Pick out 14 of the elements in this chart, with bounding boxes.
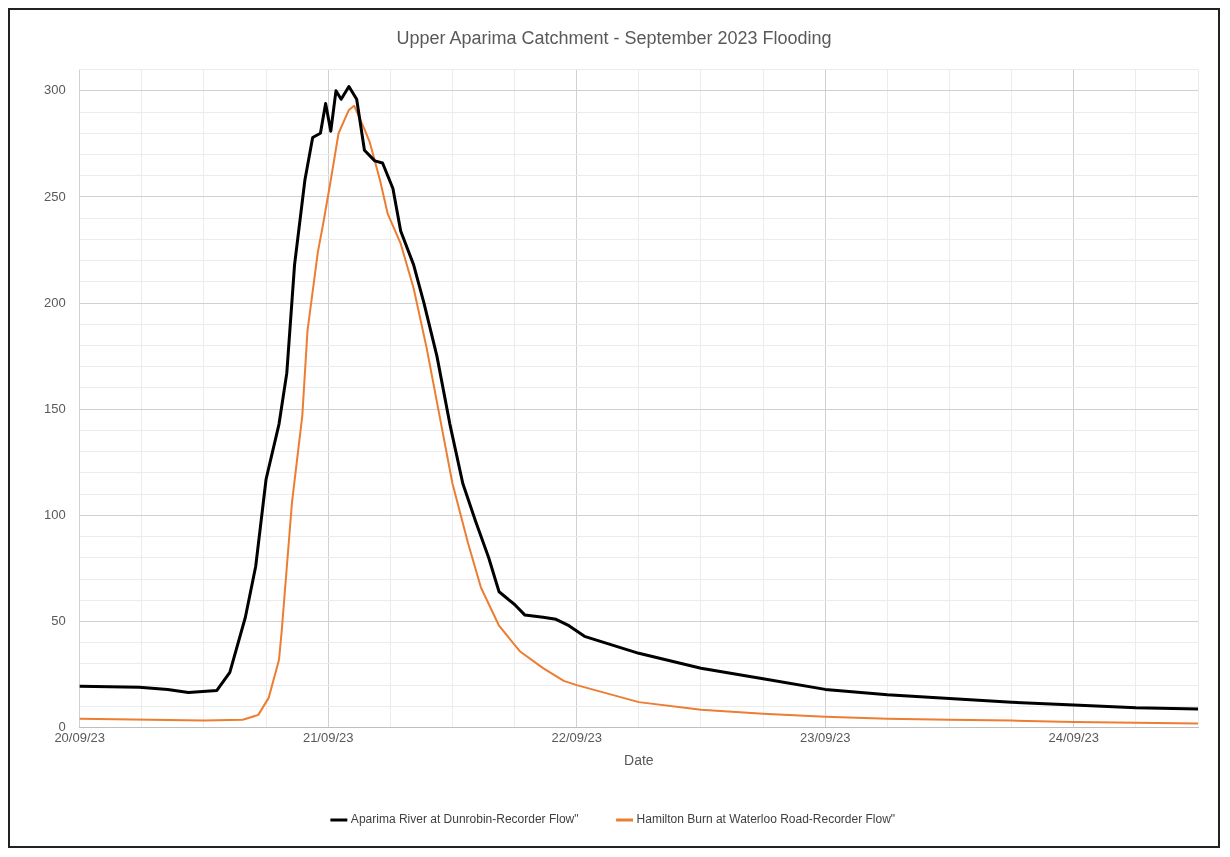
x-axis-title: Date bbox=[624, 752, 654, 769]
y-tick-label: 50 bbox=[51, 613, 66, 629]
x-tick-label: 24/09/23 bbox=[1048, 729, 1100, 745]
legend-label: Hamilton Burn at Waterloo Road-Recorder Flow" bbox=[636, 812, 896, 827]
x-tick-label: 23/09/23 bbox=[799, 729, 851, 745]
chart-title: Upper Aparima Catchment - September 2023 Flooding bbox=[396, 27, 832, 48]
x-tick-label: 21/09/23 bbox=[302, 729, 354, 745]
y-tick-label: 300 bbox=[43, 82, 66, 98]
legend-label: Aparima River at Dunrobin-Recorder Flow" bbox=[350, 812, 579, 827]
y-tick-label: 100 bbox=[43, 506, 66, 522]
x-tick-label: 22/09/23 bbox=[551, 729, 603, 745]
y-tick-label: 150 bbox=[43, 400, 66, 416]
y-tick-label: 200 bbox=[43, 294, 66, 310]
y-tick-label: 250 bbox=[43, 188, 66, 204]
